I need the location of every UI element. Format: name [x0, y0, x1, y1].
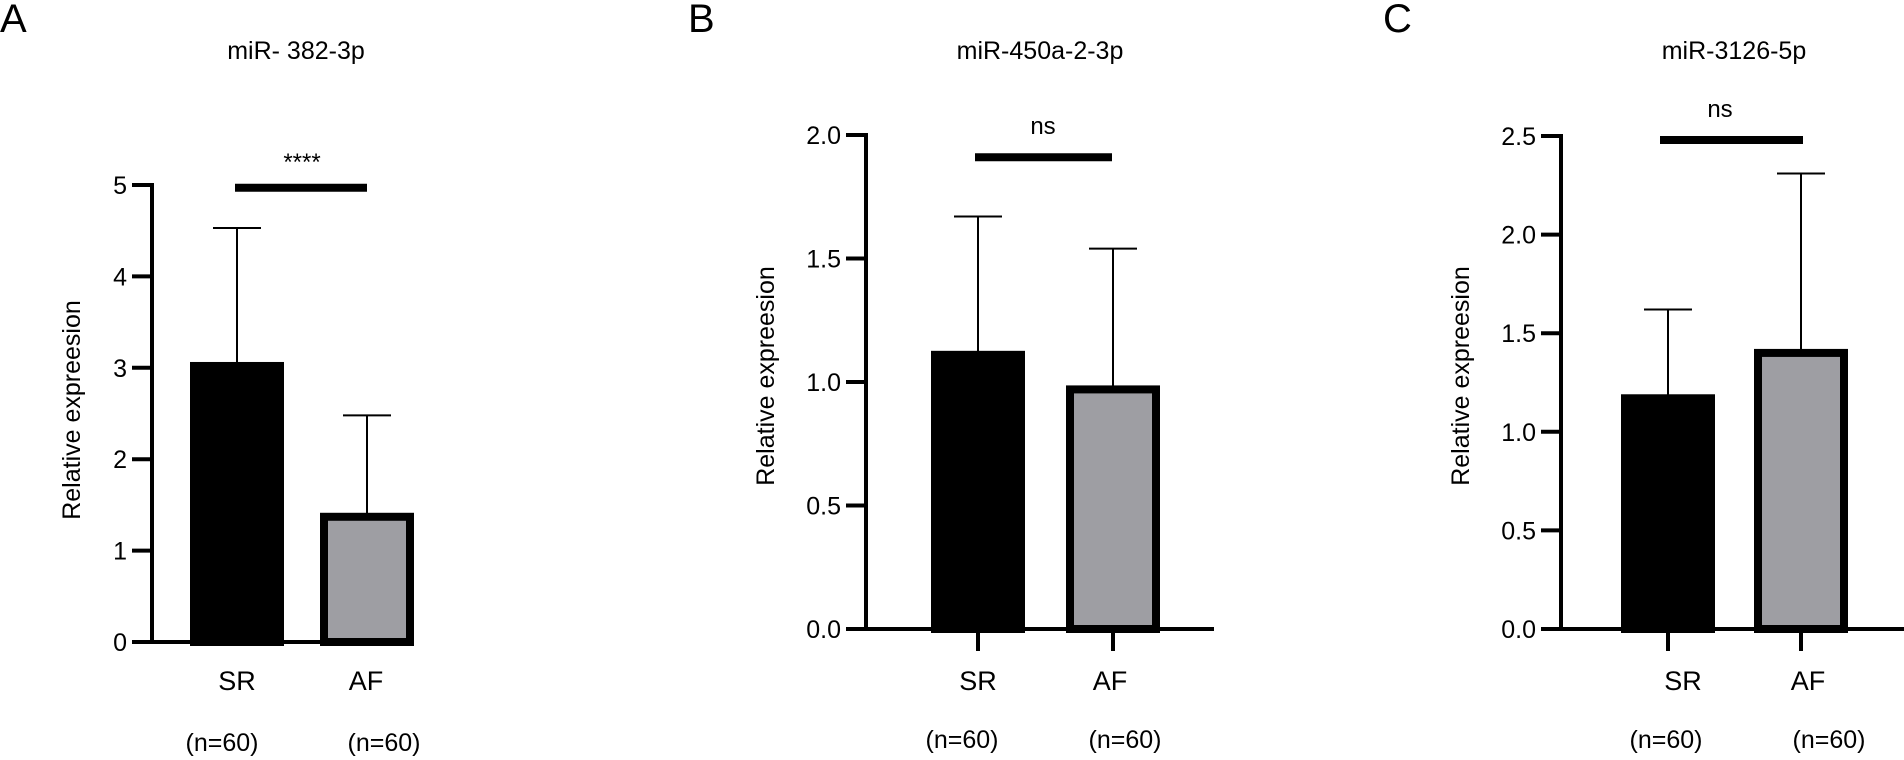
panel-c-y-tick-label-0: 0.0 [1501, 616, 1536, 644]
panel-c-y-tick-label-2: 1.0 [1501, 419, 1536, 447]
panel-a-letter: A [0, 0, 27, 41]
panel-b-y-axis-label: Relative expreesion [752, 266, 780, 486]
panel-b-title: miR-450a-2-3p [957, 37, 1124, 65]
panel-b-y-tick-label-1: 0.5 [806, 493, 841, 521]
panel-c-bar-sr [1621, 394, 1715, 633]
panel-a-bar-af [320, 512, 414, 646]
panel-c-sample-size-af: (n=60) [1793, 726, 1866, 754]
panel-a-significance-label: **** [283, 149, 320, 176]
panel-a-y-axis-label: Relative expreesion [58, 300, 86, 520]
panel-b-bar-af [1066, 385, 1160, 633]
panel-b-y-tick-label-4: 2.0 [806, 122, 841, 150]
panel-a-y-tick-label-5: 5 [113, 172, 127, 200]
panel-b-y-tick-label-0: 0.0 [806, 616, 841, 644]
panel-c-title: miR-3126-5p [1662, 37, 1807, 65]
panel-c-letter: C [1383, 0, 1412, 41]
panel-a-sample-size-sr: (n=60) [186, 729, 259, 757]
panel-c-y-tick-label-5: 2.5 [1501, 123, 1536, 151]
panel-b-y-tick-label-3: 1.5 [806, 246, 841, 274]
panel-a-y-tick-label-0: 0 [113, 629, 127, 657]
panel-b-category-label-af: AF [1093, 666, 1128, 696]
panel-c-significance-label: ns [1707, 96, 1732, 123]
panel-a-category-label-sr: SR [218, 666, 256, 696]
panel-b-category-label-sr: SR [959, 666, 997, 696]
panel-b-plot: 0.0 0.5 1.0 1.5 2.0 [806, 122, 1214, 651]
panel-b-bar-sr [931, 350, 1025, 633]
panel-c-y-tick-label-3: 1.5 [1501, 320, 1536, 348]
panel-c-category-label-af: AF [1791, 666, 1826, 696]
panel-b-significance-label: ns [1030, 113, 1055, 140]
panel-a-y-tick-label-3: 3 [113, 355, 127, 383]
panel-a: A miR- 382-3p Relative expreesion 0 1 2 3 4 5… [0, 0, 420, 757]
panel-c-plot: 0.0 0.5 1.0 1.5 2.0 2.5 [1501, 123, 1904, 651]
panel-b-y-tick-label-2: 1.0 [806, 369, 841, 397]
panel-a-y-tick-label-4: 4 [113, 263, 127, 291]
panel-c-category-label-sr: SR [1664, 666, 1702, 696]
panel-a-category-label-af: AF [349, 666, 384, 696]
panel-b-letter: B [688, 0, 715, 41]
panel-a-title: miR- 382-3p [227, 37, 365, 65]
panel-b: B miR-450a-2-3p Relative expreesion 0.00… [688, 0, 1214, 754]
panel-a-y-tick-label-2: 2 [113, 446, 127, 474]
panel-c-y-tick-label-4: 2.0 [1501, 222, 1536, 250]
panel-c-sample-size-sr: (n=60) [1630, 726, 1703, 754]
panel-a-y-tick-label-1: 1 [113, 538, 127, 566]
panel-b-sample-size-af: (n=60) [1089, 726, 1162, 754]
panel-a-bar-sr [190, 361, 284, 646]
panel-b-sample-size-sr: (n=60) [926, 726, 999, 754]
panel-a-plot: 0 1 2 3 4 5 [113, 172, 414, 657]
panel-c: C miR-3126-5p Relative expreesion 0.0 0.5… [1383, 0, 1904, 754]
panel-c-y-tick-label-1: 0.5 [1501, 517, 1536, 545]
panel-a-sample-size-af: (n=60) [348, 729, 421, 757]
panel-c-y-axis-label: Relative expreesion [1447, 266, 1475, 486]
panel-c-bar-af [1754, 348, 1848, 633]
